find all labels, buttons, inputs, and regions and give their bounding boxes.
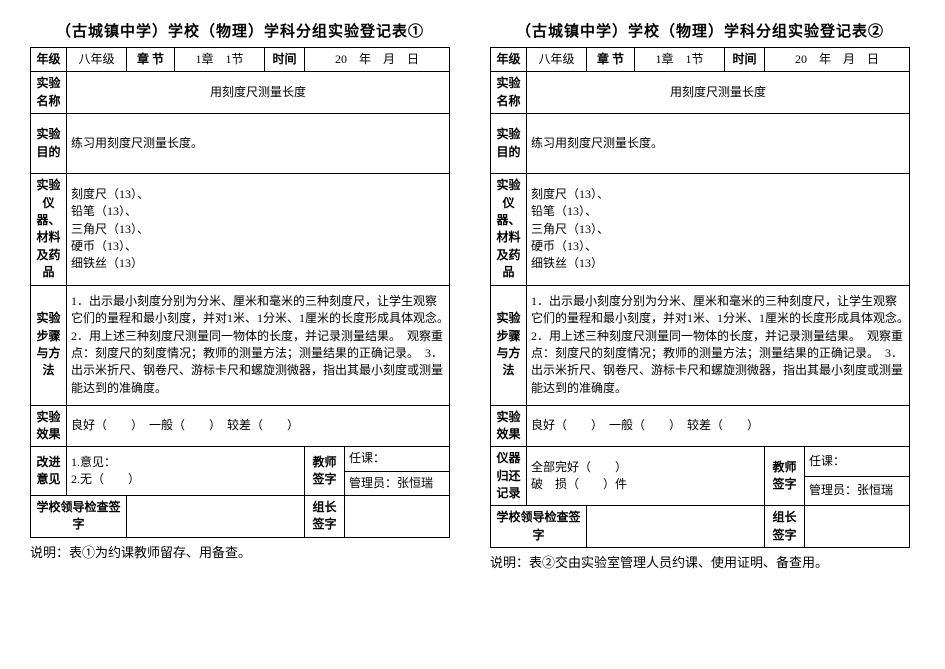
- teacher-b: 管理员：张恒瑞: [805, 476, 910, 506]
- form-1-table: 年级 八年级 章 节 1章 1节 时间 20 年 月 日 实验名称 用刻度尺测量…: [30, 47, 450, 538]
- improve-value: 1.意见： 2.无（ ）: [67, 447, 305, 496]
- school-sign-label: 学校领导检查签字: [491, 506, 587, 548]
- exp-name-label: 实验名称: [491, 72, 527, 114]
- group-sign-value: [345, 496, 450, 538]
- time-label: 时间: [265, 48, 305, 72]
- equip-label: 实验仪器、材料及药品: [31, 174, 67, 285]
- chapter-label: 章 节: [587, 48, 635, 72]
- teacher-b: 管理员：张恒瑞: [345, 471, 450, 495]
- effect-value: 良好（ ） 一般（ ） 较差（ ）: [527, 405, 910, 447]
- school-sign-value: [127, 496, 305, 538]
- form-2-header-row: 年级 八年级 章 节 1章 1节 时间 20 年 月 日: [491, 48, 910, 72]
- chapter-value: 1章 1节: [175, 48, 265, 72]
- form-2: （古城镇中学）学校（物理）学科分组实验登记表② 年级 八年级 章 节 1章 1节…: [490, 20, 910, 571]
- equip-value: 刻度尺（13）、 铅笔（13）、 三角尺（13）、 硬币（13）、 细铁丝（13…: [67, 174, 450, 285]
- grade-label: 年级: [491, 48, 527, 72]
- group-sign-label: 组长签字: [305, 496, 345, 538]
- time-value: 20 年 月 日: [305, 48, 450, 72]
- group-sign-value: [805, 506, 910, 548]
- equip-value: 刻度尺（13）、 铅笔（13）、 三角尺（13）、 硬币（13）、 细铁丝（13…: [527, 174, 910, 285]
- form-1-header-row: 年级 八年级 章 节 1章 1节 时间 20 年 月 日: [31, 48, 450, 72]
- group-sign-label: 组长签字: [765, 506, 805, 548]
- exp-name-label: 实验名称: [31, 72, 67, 114]
- steps-value: 1．出示最小刻度分别为分米、厘米和毫米的三种刻度尺，让学生观察它们的量程和最小刻…: [527, 285, 910, 405]
- effect-label: 实验效果: [491, 405, 527, 447]
- improve-label: 改进意见: [31, 447, 67, 496]
- exp-name-value: 用刻度尺测量长度: [527, 72, 910, 114]
- return-label: 仪器归还记录: [491, 447, 527, 506]
- grade-value: 八年级: [67, 48, 127, 72]
- exp-name-value: 用刻度尺测量长度: [67, 72, 450, 114]
- chapter-label: 章 节: [127, 48, 175, 72]
- school-sign-label: 学校领导检查签字: [31, 496, 127, 538]
- steps-value: 1．出示最小刻度分别为分米、厘米和毫米的三种刻度尺，让学生观察它们的量程和最小刻…: [67, 285, 450, 405]
- purpose-value: 练习用刻度尺测量长度。: [527, 114, 910, 174]
- equip-label: 实验仪器、材料及药品: [491, 174, 527, 285]
- teacher-sign-label: 教师签字: [305, 447, 345, 496]
- form-2-title: （古城镇中学）学校（物理）学科分组实验登记表②: [490, 20, 910, 41]
- effect-label: 实验效果: [31, 405, 67, 447]
- return-value: 全部完好（ ） 破 损（ ）件: [527, 447, 765, 506]
- chapter-value: 1章 1节: [635, 48, 725, 72]
- teacher-a: 任课：: [805, 447, 910, 477]
- steps-label: 实验步骤与方法: [491, 285, 527, 405]
- form-2-table: 年级 八年级 章 节 1章 1节 时间 20 年 月 日 实验名称 用刻度尺测量…: [490, 47, 910, 548]
- steps-label: 实验步骤与方法: [31, 285, 67, 405]
- effect-value: 良好（ ） 一般（ ） 较差（ ）: [67, 405, 450, 447]
- teacher-sign-label: 教师签字: [765, 447, 805, 506]
- grade-label: 年级: [31, 48, 67, 72]
- school-sign-value: [587, 506, 765, 548]
- form-1-footer: 说明：表①为约课教师留存、用备查。: [30, 542, 450, 561]
- time-label: 时间: [725, 48, 765, 72]
- form-1-title: （古城镇中学）学校（物理）学科分组实验登记表①: [30, 20, 450, 41]
- teacher-a: 任课：: [345, 447, 450, 471]
- grade-value: 八年级: [527, 48, 587, 72]
- purpose-label: 实验目的: [31, 114, 67, 174]
- purpose-value: 练习用刻度尺测量长度。: [67, 114, 450, 174]
- form-1: （古城镇中学）学校（物理）学科分组实验登记表① 年级 八年级 章 节 1章 1节…: [30, 20, 450, 571]
- time-value: 20 年 月 日: [765, 48, 910, 72]
- purpose-label: 实验目的: [491, 114, 527, 174]
- form-2-footer: 说明：表②交由实验室管理人员约课、使用证明、备查用。: [490, 552, 910, 571]
